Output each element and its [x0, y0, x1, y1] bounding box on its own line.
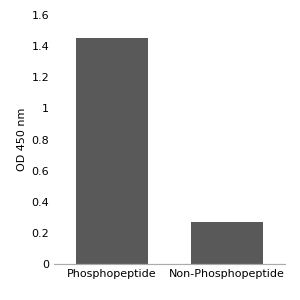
- Bar: [76, 38, 148, 264]
- Y-axis label: OD 450 nm: OD 450 nm: [17, 108, 27, 171]
- Bar: [191, 222, 263, 264]
